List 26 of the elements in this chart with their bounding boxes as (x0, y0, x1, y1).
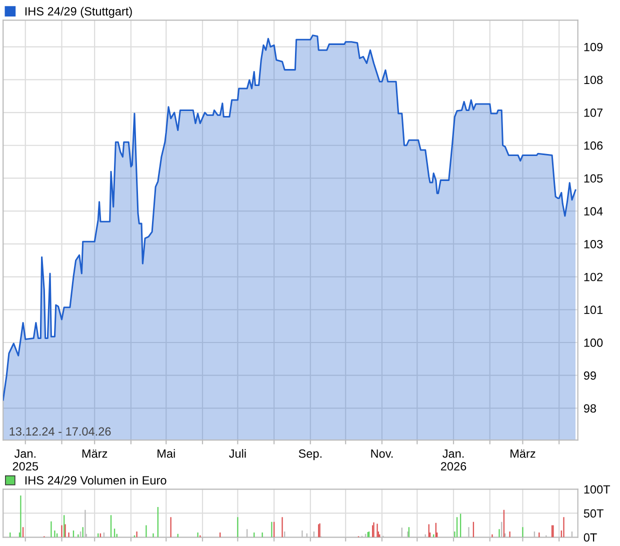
legend-label: IHS 24/29 (Stuttgart) (25, 6, 132, 18)
legend-label: IHS 24/29 Volumen in Euro (25, 476, 166, 485)
y-tick-label: 100T (584, 485, 610, 494)
y-tick-label: 107 (584, 108, 602, 117)
y-tick-label: 98 (584, 404, 596, 413)
x-tick-label: Jan. 2025 (12, 450, 38, 470)
y-tick-label: 106 (584, 141, 603, 150)
y-tick-label: 103 (584, 240, 603, 248)
x-tick-label: März (510, 450, 536, 458)
y-tick-label: 105 (584, 174, 603, 183)
x-tick-label: Juli (229, 449, 246, 458)
x-tick-label: März (82, 450, 108, 458)
y-tick-label: 101 (584, 306, 603, 314)
annotation: 13.12.24 - 17.04.26 (10, 427, 111, 436)
y-tick-label: 50T (584, 509, 604, 518)
x-tick-label: Nov. (371, 450, 393, 458)
y-tick-label: 108 (584, 76, 603, 84)
x-tick-label: Mai (158, 449, 175, 458)
y-tick-label: 102 (584, 272, 602, 282)
x-tick-label: Sep. (298, 449, 322, 460)
y-tick-label: 109 (584, 42, 603, 52)
y-tick-label: 0T (584, 533, 597, 542)
x-tick-label: Jan. 2026 (440, 450, 466, 470)
y-tick-label: 104 (584, 207, 603, 216)
y-tick-label: 100 (584, 338, 603, 347)
y-tick-label: 99 (584, 371, 596, 380)
